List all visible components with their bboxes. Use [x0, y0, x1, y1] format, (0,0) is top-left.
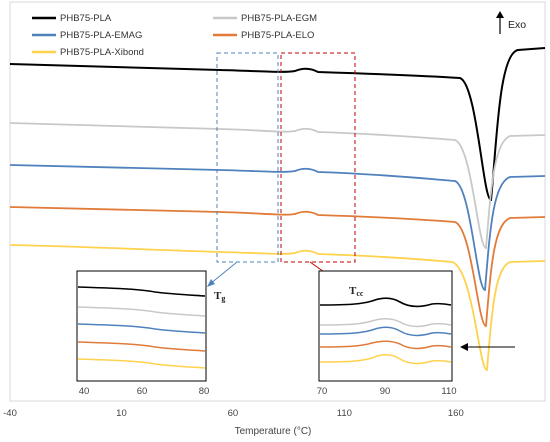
exo-label: Exo — [508, 19, 526, 31]
x-tick-label: 60 — [228, 408, 239, 419]
tg-label: Tg — [214, 290, 225, 303]
inset-tick-label: 110 — [441, 386, 456, 397]
legend: PHB75-PLA PHB75-PLA-EGM PHB75-PLA-EMAG P… — [32, 13, 317, 58]
curve-egm — [9, 122, 546, 249]
x-tick-label: 10 — [116, 408, 127, 419]
tcc-inset-curve-egm — [319, 318, 452, 328]
x-axis-title: Temperature (°C) — [235, 426, 312, 437]
inset-tick-label: 90 — [380, 386, 391, 397]
tcc-label: Tcc — [349, 285, 364, 298]
tg-inset-curves — [77, 286, 206, 369]
inset-tick-label: 40 — [79, 386, 90, 397]
legend-label-xib: PHB75-PLA-Xibond — [60, 47, 144, 58]
tcc-inset-curve-emag — [319, 326, 452, 337]
tg-inset-curve-xib — [77, 358, 206, 369]
tg-inset-curve-pla — [77, 286, 206, 297]
offset-arrowhead — [460, 343, 468, 351]
x-tick-label: 110 — [337, 408, 352, 419]
tcc-inset-frame — [318, 270, 453, 382]
tcc-inset-curve-xib — [319, 354, 452, 365]
tcc-inset-curve-elo — [319, 340, 452, 350]
tcc-inset-curve-pla — [319, 297, 452, 308]
x-tick-label: 160 — [448, 408, 464, 419]
tg-highlight-box — [216, 52, 279, 263]
x-tick-label: -40 — [3, 408, 17, 419]
tg-inset-curve-egm — [77, 306, 206, 317]
exo-arrowhead — [496, 11, 504, 18]
curve-elo — [9, 206, 546, 327]
inset-ticks: 40 60 80 70 90 110 — [79, 386, 457, 397]
curve-xib — [9, 244, 546, 371]
inset-tick-label: 60 — [137, 386, 148, 397]
legend-label-pla: PHB75-PLA — [60, 13, 112, 24]
plot-frame — [9, 1, 546, 402]
tg-inset-curve-elo — [77, 341, 206, 352]
tg-arrowhead — [207, 279, 215, 287]
legend-label-elo: PHB75-PLA-ELO — [241, 30, 314, 41]
curve-emag — [9, 164, 546, 291]
tg-inset-curve-emag — [77, 323, 206, 334]
tcc-highlight-box — [280, 52, 356, 263]
legend-label-emag: PHB75-PLA-EMAG — [60, 30, 142, 41]
legend-label-egm: PHB75-PLA-EGM — [241, 13, 317, 24]
main-curves — [9, 47, 546, 371]
tg-connector-arrow — [209, 261, 238, 285]
inset-tick-label: 70 — [317, 386, 328, 397]
x-axis-ticks: -40 10 60 110 160 — [3, 408, 464, 419]
inset-tick-label: 80 — [199, 386, 210, 397]
tcc-inset-curves — [319, 297, 452, 365]
